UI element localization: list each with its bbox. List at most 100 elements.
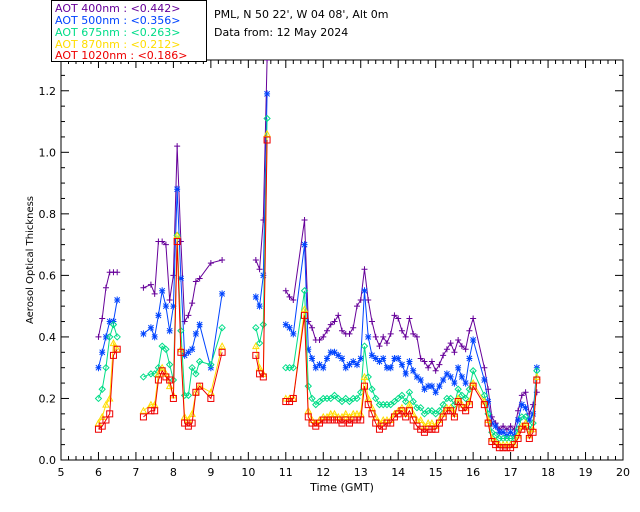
data-point-plus [466, 327, 473, 334]
data-point-square [439, 413, 447, 421]
data-point-plus [488, 413, 495, 420]
data-point-asterisk [462, 379, 469, 387]
data-point-plus [196, 275, 203, 282]
data-point-triangle [102, 400, 110, 408]
data-point-asterisk [507, 428, 514, 436]
data-point-diamond [458, 391, 466, 400]
data-point-asterisk [170, 302, 177, 310]
x-tick-label: 19 [579, 466, 593, 479]
data-point-asterisk [305, 345, 312, 353]
legend-entry-870: AOT 870nm : <0.212> [55, 39, 181, 51]
data-point-asterisk [331, 348, 338, 356]
data-point-diamond [263, 114, 271, 123]
legend-text-675: AOT 675nm : <0.263> [55, 26, 181, 39]
y-tick-label: 0.0 [39, 454, 57, 467]
data-point-plus [353, 303, 360, 310]
y-tick-label: 1.0 [39, 146, 57, 159]
data-point-plus [264, 60, 271, 63]
data-point-plus [500, 423, 507, 430]
data-point-plus [350, 324, 357, 331]
y-tick-label: 0.4 [39, 331, 57, 344]
series-line [255, 93, 268, 309]
series-line [143, 146, 223, 324]
data-point-square [514, 434, 522, 442]
series-line [98, 341, 118, 424]
data-point-plus [436, 361, 443, 368]
data-point-diamond [394, 394, 402, 403]
data-point-plus [114, 269, 121, 276]
data-point-diamond [454, 385, 462, 393]
data-point-plus [522, 389, 529, 396]
data-point-diamond [312, 400, 320, 409]
data-point-plus [458, 343, 465, 350]
series-0 [95, 60, 540, 433]
series-line [255, 139, 268, 378]
data-point-square [529, 428, 537, 436]
data-point-square [169, 394, 177, 402]
legend-entry-1020: AOT 1020nm : <0.186> [55, 50, 188, 62]
data-point-asterisk [151, 333, 158, 341]
data-point-asterisk [196, 321, 203, 329]
data-point-diamond [360, 342, 369, 350]
data-point-triangle [360, 372, 369, 380]
data-point-plus [331, 318, 338, 325]
data-point-diamond [420, 410, 429, 418]
data-point-square [188, 419, 196, 427]
data-point-plus [413, 333, 420, 340]
data-point-square [462, 407, 470, 415]
data-point-plus [455, 337, 462, 343]
data-point-asterisk [99, 348, 106, 356]
series-layer [94, 60, 541, 452]
data-point-square [207, 394, 215, 402]
data-point-plus [170, 272, 177, 279]
data-point-diamond [188, 363, 196, 372]
data-point-triangle [139, 406, 148, 414]
data-point-asterisk [406, 358, 413, 366]
data-point-square [147, 407, 155, 415]
series-4 [94, 136, 541, 452]
series-line [255, 118, 268, 344]
data-point-asterisk [413, 373, 420, 381]
data-point-asterisk [402, 370, 409, 378]
data-point-diamond [255, 339, 264, 347]
plot-frame [60, 59, 624, 461]
data-point-plus [470, 315, 477, 322]
data-point-asterisk [316, 361, 323, 369]
x-tick-label: 18 [541, 466, 555, 479]
data-point-square [405, 407, 413, 415]
data-point-asterisk [526, 416, 533, 424]
data-point-plus [410, 330, 417, 337]
data-point-asterisk [162, 302, 169, 310]
data-point-triangle [330, 409, 339, 417]
data-point-asterisk [357, 354, 364, 362]
data-point-asterisk [522, 404, 529, 412]
data-point-square [304, 413, 312, 421]
data-point-diamond [428, 407, 436, 415]
data-point-diamond [469, 367, 477, 375]
data-point-asterisk [350, 358, 357, 366]
data-point-asterisk [496, 428, 503, 436]
data-point-plus [518, 392, 525, 399]
data-point-square [106, 410, 114, 418]
x-tick-label: 15 [429, 466, 443, 479]
data-point-square [428, 425, 436, 433]
data-point-triangle [326, 409, 335, 417]
data-point-triangle [251, 342, 260, 350]
data-point-diamond [461, 394, 470, 403]
data-point-plus [166, 297, 173, 303]
data-point-square [259, 373, 267, 381]
data-point-plus [185, 312, 192, 319]
data-point-diamond [372, 394, 380, 403]
data-point-plus [192, 278, 199, 285]
data-point-plus [290, 297, 297, 303]
data-point-square [454, 398, 462, 406]
y-tick-label: 0.8 [39, 208, 57, 221]
data-point-square [196, 382, 204, 390]
data-point-square [503, 444, 511, 452]
data-point-plus [387, 330, 394, 337]
data-point-square [151, 407, 159, 415]
legend-entry-675: AOT 675nm : <0.263> [55, 27, 181, 39]
data-point-square [252, 351, 260, 359]
data-point-asterisk [443, 370, 450, 378]
data-point-asterisk [95, 364, 102, 372]
